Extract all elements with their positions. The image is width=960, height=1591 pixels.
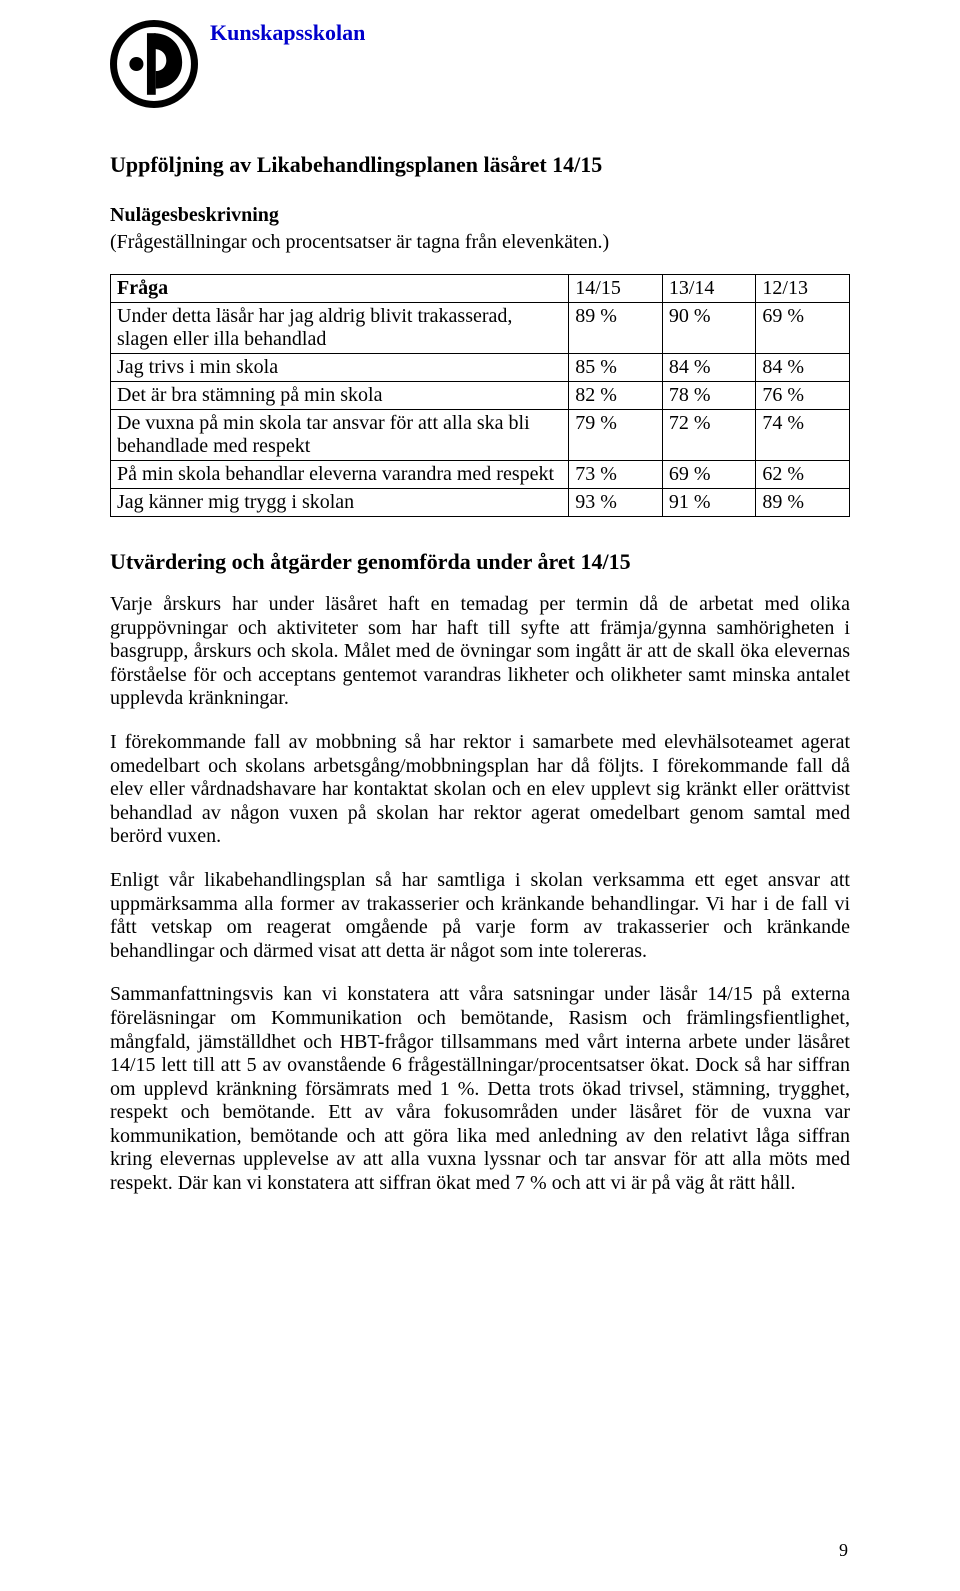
table-row: Under detta läsår har jag aldrig blivit … bbox=[111, 303, 850, 354]
table-cell: 91 % bbox=[662, 489, 756, 517]
table-row: Jag känner mig trygg i skolan 93 % 91 % … bbox=[111, 489, 850, 517]
page: Kunskapsskolan Uppföljning av Likabehand… bbox=[0, 0, 960, 1591]
table-row: Det är bra stämning på min skola 82 % 78… bbox=[111, 382, 850, 410]
table-cell: 76 % bbox=[756, 382, 850, 410]
table-cell: 69 % bbox=[662, 461, 756, 489]
table-cell: 74 % bbox=[756, 410, 850, 461]
table-cell: 62 % bbox=[756, 461, 850, 489]
table-cell: 79 % bbox=[569, 410, 663, 461]
school-logo-icon bbox=[110, 20, 198, 108]
table-header-cell: Fråga bbox=[111, 275, 569, 303]
table-row: Jag trivs i min skola 85 % 84 % 84 % bbox=[111, 354, 850, 382]
table-cell: 72 % bbox=[662, 410, 756, 461]
table-cell: 84 % bbox=[662, 354, 756, 382]
table-cell: 78 % bbox=[662, 382, 756, 410]
table-cell: Under detta läsår har jag aldrig blivit … bbox=[111, 303, 569, 354]
table-cell: Jag känner mig trygg i skolan bbox=[111, 489, 569, 517]
header: Kunskapsskolan bbox=[110, 20, 850, 108]
table-cell: 84 % bbox=[756, 354, 850, 382]
table-cell: 90 % bbox=[662, 303, 756, 354]
table-header-cell: 13/14 bbox=[662, 275, 756, 303]
survey-table: Fråga 14/15 13/14 12/13 Under detta läså… bbox=[110, 274, 850, 517]
body-paragraph: Varje årskurs har under läsåret haft en … bbox=[110, 593, 850, 711]
page-number: 9 bbox=[839, 1540, 848, 1561]
table-cell: Jag trivs i min skola bbox=[111, 354, 569, 382]
table-cell: Det är bra stämning på min skola bbox=[111, 382, 569, 410]
table-cell: 85 % bbox=[569, 354, 663, 382]
table-cell: 82 % bbox=[569, 382, 663, 410]
table-cell: 89 % bbox=[569, 303, 663, 354]
table-header-cell: 12/13 bbox=[756, 275, 850, 303]
table-row: På min skola behandlar eleverna varandra… bbox=[111, 461, 850, 489]
nulage-heading: Nulägesbeskrivning bbox=[110, 204, 850, 227]
table-cell: 89 % bbox=[756, 489, 850, 517]
table-header-row: Fråga 14/15 13/14 12/13 bbox=[111, 275, 850, 303]
table-header-cell: 14/15 bbox=[569, 275, 663, 303]
utvardering-heading: Utvärdering och åtgärder genomförda unde… bbox=[110, 549, 850, 575]
body-paragraph: Sammanfattningsvis kan vi konstatera att… bbox=[110, 983, 850, 1195]
nulage-subtext: (Frågeställningar och procentsatser är t… bbox=[110, 231, 850, 254]
table-cell: På min skola behandlar eleverna varandra… bbox=[111, 461, 569, 489]
table-cell: 69 % bbox=[756, 303, 850, 354]
body-paragraph: I förekommande fall av mobbning så har r… bbox=[110, 731, 850, 849]
page-title: Uppföljning av Likabehandlingsplanen läs… bbox=[110, 152, 850, 178]
table-cell: De vuxna på min skola tar ansvar för att… bbox=[111, 410, 569, 461]
brand-name: Kunskapsskolan bbox=[210, 20, 365, 46]
table-cell: 73 % bbox=[569, 461, 663, 489]
table-cell: 93 % bbox=[569, 489, 663, 517]
table-row: De vuxna på min skola tar ansvar för att… bbox=[111, 410, 850, 461]
body-paragraph: Enligt vår likabehandlingsplan så har sa… bbox=[110, 869, 850, 963]
